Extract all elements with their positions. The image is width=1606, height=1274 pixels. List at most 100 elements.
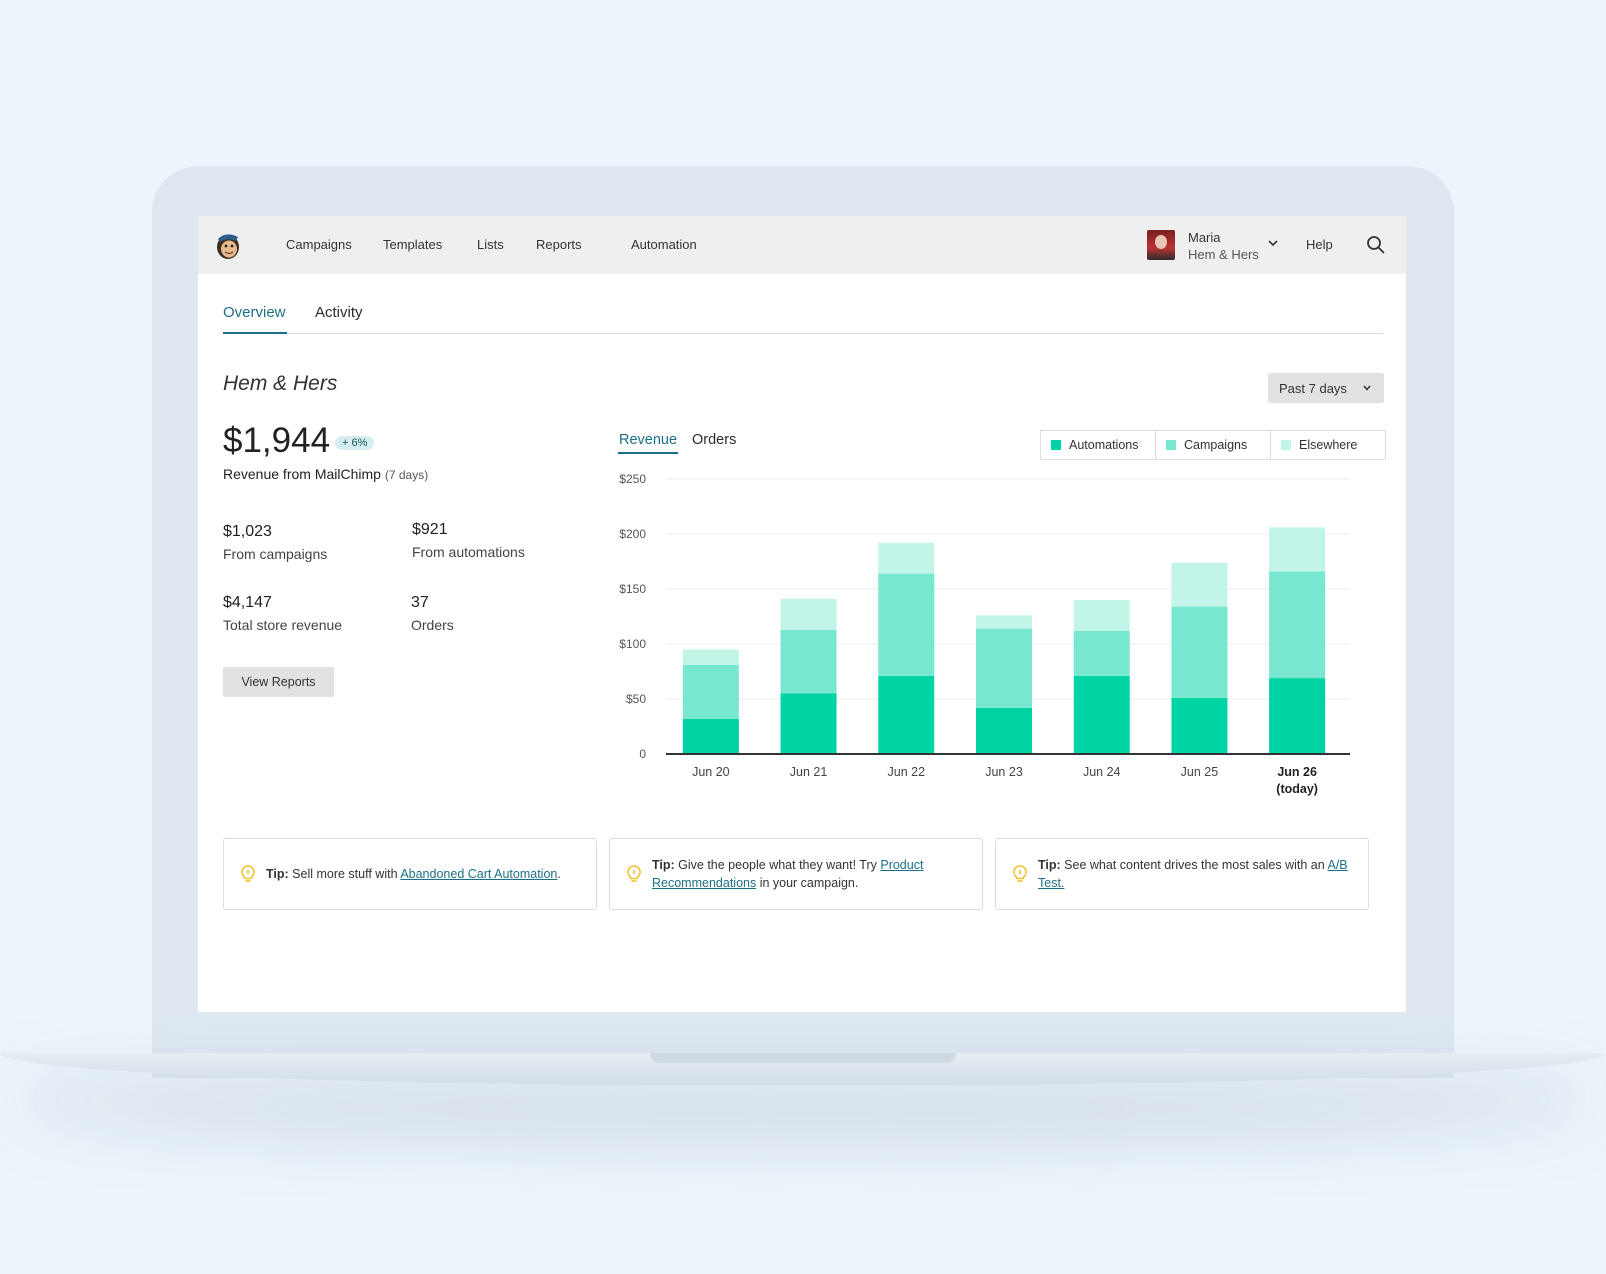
help-link[interactable]: Help bbox=[1306, 237, 1333, 252]
chart-legend: Automations Campaigns Elsewhere bbox=[1040, 430, 1386, 460]
legend-item-automations[interactable]: Automations bbox=[1041, 431, 1156, 459]
legend-item-campaigns[interactable]: Campaigns bbox=[1156, 431, 1271, 459]
active-tab-indicator bbox=[223, 332, 287, 334]
bar-segment-campaigns bbox=[1073, 630, 1130, 676]
nav-campaigns[interactable]: Campaigns bbox=[286, 237, 352, 252]
date-range-value: Past 7 days bbox=[1279, 381, 1347, 396]
tip-body: Sell more stuff with bbox=[288, 867, 401, 881]
chart-tab-revenue[interactable]: Revenue bbox=[619, 432, 678, 448]
y-tick-label: $100 bbox=[619, 637, 646, 651]
stat-store-revenue-value: $4,147 bbox=[223, 594, 272, 611]
tab-activity[interactable]: Activity bbox=[315, 304, 363, 321]
bar-segment-elsewhere bbox=[682, 649, 739, 665]
nav-lists[interactable]: Lists bbox=[477, 237, 504, 252]
x-tick-label: Jun 26 bbox=[1277, 765, 1317, 779]
chevron-down-icon bbox=[1363, 385, 1371, 391]
x-tick-sublabel: (today) bbox=[1276, 782, 1318, 796]
y-tick-label: $250 bbox=[619, 472, 646, 486]
bar-segment-campaigns bbox=[780, 629, 837, 694]
tip-card: Tip: See what content drives the most sa… bbox=[995, 838, 1369, 910]
bar-segment-campaigns bbox=[878, 573, 935, 676]
chevron-down-icon[interactable] bbox=[1266, 236, 1280, 250]
product-recommendations-link[interactable]: Product Recommendations bbox=[652, 858, 924, 890]
search-icon[interactable] bbox=[1366, 235, 1386, 255]
tab-divider bbox=[223, 333, 1383, 334]
tip-text: Tip: See what content drives the most sa… bbox=[1038, 856, 1348, 892]
nav-templates[interactable]: Templates bbox=[383, 237, 443, 252]
x-tick-label: Jun 21 bbox=[790, 765, 828, 779]
nav-reports[interactable]: Reports bbox=[536, 237, 582, 252]
legend-item-elsewhere[interactable]: Elsewhere bbox=[1271, 431, 1385, 459]
bar-segment-automations bbox=[1171, 697, 1228, 754]
x-tick-label: Jun 23 bbox=[985, 765, 1023, 779]
revenue-label: Revenue from MailChimp (7 days) bbox=[223, 466, 428, 482]
tab-overview[interactable]: Overview bbox=[223, 304, 286, 321]
bar-segment-automations bbox=[1073, 675, 1130, 754]
bar-segment-campaigns bbox=[1171, 606, 1228, 698]
top-nav: Campaigns Templates Lists Reports Automa… bbox=[198, 216, 1406, 274]
ab-test-link[interactable]: A/B Test. bbox=[1038, 858, 1348, 890]
bar-segment-automations bbox=[878, 675, 935, 754]
tip-prefix: Tip: bbox=[652, 858, 675, 872]
tip-text: Tip: Sell more stuff with Abandoned Cart… bbox=[266, 865, 576, 883]
nav-automation[interactable]: Automation bbox=[631, 237, 697, 252]
legend-swatch bbox=[1166, 440, 1176, 450]
stat-orders-value: 37 bbox=[411, 594, 429, 611]
stat-store-revenue-label: Total store revenue bbox=[223, 617, 343, 633]
tip-card: Tip: Give the people what they want! Try… bbox=[609, 838, 983, 910]
revenue-total: $1,944 bbox=[223, 421, 331, 460]
date-range-select[interactable]: Past 7 days bbox=[1268, 373, 1384, 403]
user-org[interactable]: Hem & Hers bbox=[1188, 247, 1259, 262]
stat-campaigns-label: From campaigns bbox=[223, 546, 328, 562]
view-reports-button[interactable]: View Reports bbox=[223, 667, 334, 697]
revenue-chart: 0 $50 $100 $150 $200 $250 Jun 20 Jun 21 Jun 22 Ju… bbox=[619, 472, 1350, 796]
legend-label: Campaigns bbox=[1184, 438, 1248, 452]
bar-segment-elsewhere bbox=[878, 542, 935, 574]
mailchimp-logo-icon[interactable] bbox=[212, 229, 244, 261]
tip-body: See what content drives the most sales w… bbox=[1060, 858, 1328, 872]
tip-suffix: in your campaign. bbox=[756, 876, 859, 890]
x-tick-label: Jun 20 bbox=[692, 765, 730, 779]
bar-segment-automations bbox=[682, 718, 739, 754]
abandoned-cart-link[interactable]: Abandoned Cart Automation bbox=[400, 867, 558, 881]
lightbulb-icon bbox=[241, 865, 255, 882]
avatar[interactable] bbox=[1147, 230, 1175, 260]
chart-tab-orders[interactable]: Orders bbox=[692, 432, 737, 448]
user-name[interactable]: Maria bbox=[1188, 230, 1221, 245]
lightbulb-icon bbox=[1013, 865, 1027, 882]
app-screen: Campaigns Templates Lists Reports Automa… bbox=[198, 216, 1406, 1012]
bar-segment-automations bbox=[1269, 678, 1326, 754]
tip-prefix: Tip: bbox=[1038, 858, 1061, 872]
x-tick-label: Jun 25 bbox=[1181, 765, 1219, 779]
y-tick-label: $150 bbox=[619, 582, 646, 596]
stat-automations-value: $921 bbox=[412, 521, 448, 538]
tip-body: Give the people what they want! Try bbox=[674, 858, 881, 872]
y-tick-label: $200 bbox=[619, 527, 646, 541]
lightbulb-icon bbox=[627, 865, 641, 882]
bar-segment-automations bbox=[780, 693, 837, 754]
change-badge: + 6% bbox=[335, 436, 375, 450]
bar-segment-campaigns bbox=[976, 628, 1032, 708]
legend-label: Automations bbox=[1069, 438, 1139, 452]
x-tick-label: Jun 22 bbox=[888, 765, 926, 779]
y-tick-label: 0 bbox=[639, 747, 646, 761]
bar-segment-campaigns bbox=[1269, 571, 1326, 679]
y-tick-label: $50 bbox=[626, 692, 646, 706]
bar-segment-elsewhere bbox=[1269, 527, 1326, 572]
bar-segment-elsewhere bbox=[780, 598, 837, 630]
x-tick-label: Jun 24 bbox=[1083, 765, 1121, 779]
bar-segment-campaigns bbox=[682, 664, 739, 719]
laptop-notch bbox=[650, 1053, 956, 1063]
bar-segment-elsewhere bbox=[1171, 562, 1228, 607]
bar-segment-elsewhere bbox=[976, 615, 1032, 629]
legend-label: Elsewhere bbox=[1299, 438, 1358, 452]
bar-segment-automations bbox=[976, 707, 1032, 754]
tip-card: Tip: Sell more stuff with Abandoned Cart… bbox=[223, 838, 597, 910]
tip-prefix: Tip: bbox=[266, 867, 289, 881]
legend-swatch bbox=[1051, 440, 1061, 450]
revenue-period: (7 days) bbox=[384, 468, 429, 482]
revenue-label-text: Revenue from MailChimp bbox=[223, 466, 381, 482]
legend-swatch bbox=[1281, 440, 1291, 450]
chart-tab-indicator bbox=[618, 452, 678, 454]
page-title: Hem & Hers bbox=[223, 372, 338, 395]
